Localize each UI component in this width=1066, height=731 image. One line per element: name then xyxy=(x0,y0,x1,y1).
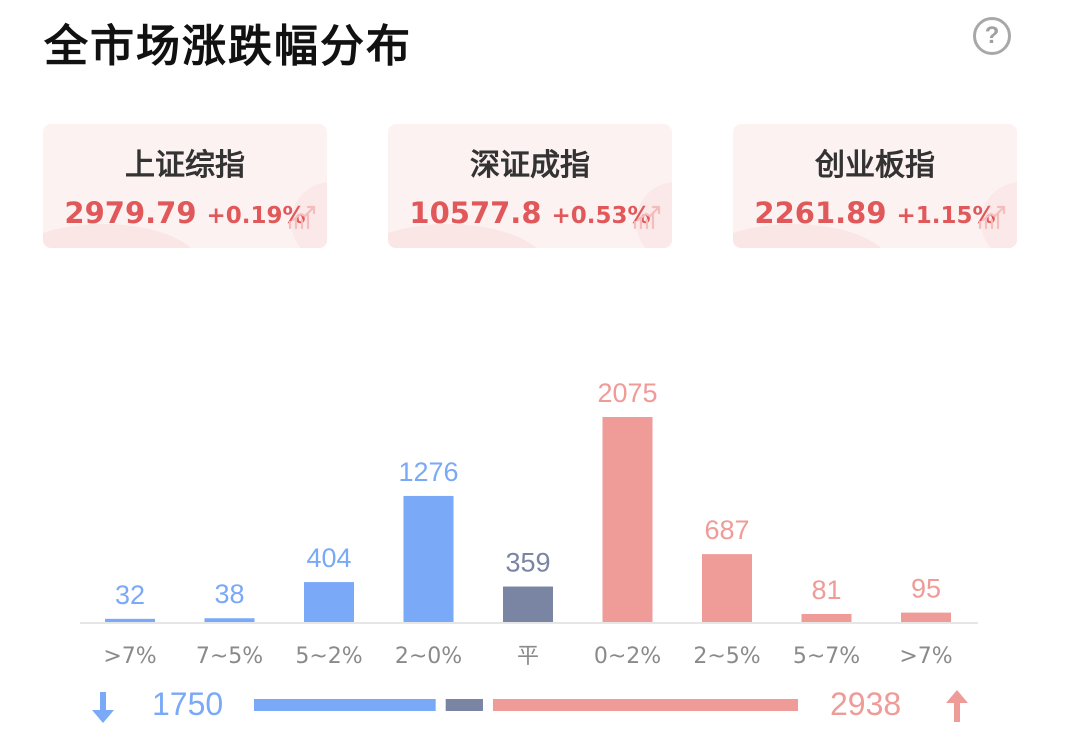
trend-up-icon xyxy=(633,205,661,230)
category-label: 平 xyxy=(517,644,539,669)
page-title: 全市场涨跌幅分布 xyxy=(44,21,412,72)
index-name: 深证成指 xyxy=(470,148,590,183)
data-label: 95 xyxy=(911,574,941,604)
bar xyxy=(602,417,653,622)
bar xyxy=(304,582,354,622)
index-card-sh[interactable]: 上证综指 2979.79 +0.19% xyxy=(43,124,327,248)
help-button[interactable]: ? xyxy=(973,17,1011,55)
index-name: 创业板指 xyxy=(815,148,935,183)
category-label: 5~7% xyxy=(793,644,860,669)
category-label: >7% xyxy=(899,644,952,669)
bar xyxy=(801,613,852,622)
bar xyxy=(403,495,454,622)
up-total: 2938 xyxy=(830,686,902,722)
category-label: 2~5% xyxy=(693,644,760,669)
bar xyxy=(105,618,155,622)
category-label: >7% xyxy=(103,644,156,669)
bar xyxy=(204,618,255,622)
ratio-bar-down xyxy=(254,699,436,711)
index-card-sz[interactable]: 深证成指 10577.8 +0.53% xyxy=(388,124,672,248)
bar xyxy=(702,554,752,622)
question-mark-icon: ? xyxy=(984,22,1000,49)
arrow-up-icon xyxy=(946,690,968,722)
index-card-cyb[interactable]: 创业板指 2261.89 +1.15% xyxy=(733,124,1017,248)
data-label: 2075 xyxy=(597,378,657,408)
data-label: 81 xyxy=(811,575,841,605)
data-label: 1276 xyxy=(398,457,458,487)
trend-up-icon xyxy=(288,205,316,230)
category-label: 7~5% xyxy=(196,644,263,669)
down-total: 1750 xyxy=(152,686,224,722)
data-label: 38 xyxy=(214,579,244,609)
ratio-bar-flat xyxy=(445,699,483,711)
data-label: 32 xyxy=(115,580,145,610)
index-name: 上证综指 xyxy=(125,148,245,183)
arrow-down-icon xyxy=(92,692,114,723)
data-label: 359 xyxy=(505,548,550,578)
data-label: 687 xyxy=(704,515,749,545)
category-label: 2~0% xyxy=(395,644,462,669)
bar xyxy=(503,586,553,622)
bar xyxy=(901,612,951,622)
trend-up-icon xyxy=(978,205,1006,230)
index-value: 2979.79 xyxy=(64,196,197,230)
ratio-bar-up xyxy=(492,699,798,711)
category-label: 5~2% xyxy=(295,644,362,669)
data-label: 404 xyxy=(306,543,351,573)
index-value: 2261.89 xyxy=(754,196,887,230)
category-label: 0~2% xyxy=(594,644,661,669)
index-value: 10577.8 xyxy=(409,196,542,230)
